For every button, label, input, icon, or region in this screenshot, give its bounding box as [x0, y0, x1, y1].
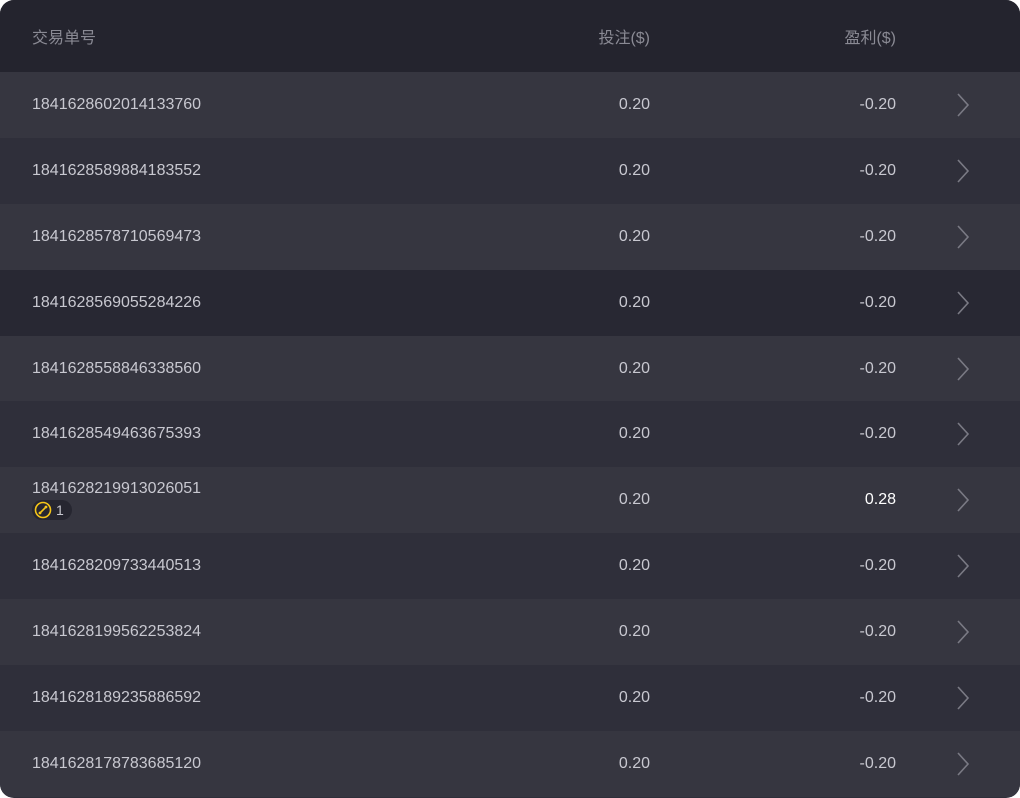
header-profit: 盈利($) [844, 30, 896, 47]
table-row[interactable]: 1841628219913026051 1 0.20 0.28 [0, 467, 1020, 534]
order-id: 1841628549463675393 [32, 425, 202, 443]
profit-amount: -0.20 [859, 95, 896, 113]
order-id-cell: 1841628209733440513 [32, 557, 201, 575]
chevron-right-icon[interactable] [955, 158, 971, 184]
order-id: 1841628569055284226 [32, 293, 202, 311]
table-row[interactable]: 1841628578710569473 0.20 -0.20 [0, 203, 1020, 270]
table-row[interactable]: 1841628189235886592 0.20 -0.20 [0, 665, 1020, 731]
profit-amount: -0.20 [859, 557, 896, 575]
bet-amount: 0.20 [618, 754, 650, 772]
chevron-right-icon[interactable] [955, 487, 971, 513]
order-id: 1841628189235886592 [32, 688, 202, 706]
order-id-cell: 1841628178783685120 [32, 755, 201, 773]
order-id-cell: 1841628219913026051 1 [32, 480, 202, 521]
order-id-cell: 1841628549463675393 [32, 425, 201, 443]
chevron-right-icon[interactable] [955, 685, 971, 711]
profit-amount: -0.20 [859, 227, 896, 245]
order-id-cell: 1841628578710569473 [32, 228, 201, 246]
order-id: 1841628602014133760 [32, 95, 202, 113]
profit-amount: 0.28 [864, 491, 896, 509]
order-id: 1841628589884183552 [32, 161, 202, 179]
chevron-right-icon[interactable] [955, 290, 971, 316]
header-order-no: 交易单号 [32, 30, 97, 47]
table-row[interactable]: 1841628569055284226 0.20 -0.20 [0, 269, 1020, 336]
bet-amount: 0.20 [618, 425, 650, 443]
bet-amount: 0.20 [618, 688, 650, 706]
free-spin-icon [34, 501, 52, 519]
table-row[interactable]: 1841628209733440513 0.20 -0.20 [0, 533, 1020, 600]
profit-amount: -0.20 [859, 359, 896, 377]
chevron-right-icon[interactable] [955, 92, 971, 118]
table-row[interactable]: 1841628178783685120 0.20 -0.20 [0, 730, 1020, 797]
bet-amount: 0.20 [618, 359, 650, 377]
profit-amount: -0.20 [859, 425, 896, 443]
order-id-cell: 1841628602014133760 [32, 96, 201, 114]
table-row[interactable]: 1841628199562253824 0.20 -0.20 [0, 599, 1020, 666]
order-id-cell: 1841628189235886592 [32, 689, 201, 707]
profit-amount: -0.20 [859, 623, 896, 641]
profit-amount: -0.20 [859, 754, 896, 772]
bet-amount: 0.20 [618, 227, 650, 245]
table-header: 交易单号 投注($) 盈利($) [0, 0, 1020, 72]
profit-amount: -0.20 [859, 293, 896, 311]
chevron-right-icon[interactable] [955, 356, 971, 382]
bet-amount: 0.20 [618, 623, 650, 641]
order-id: 1841628558846338560 [32, 359, 202, 377]
order-id-cell: 1841628589884183552 [32, 162, 201, 180]
chevron-right-icon[interactable] [955, 224, 971, 250]
order-id: 1841628178783685120 [32, 754, 202, 772]
header-bet: 投注($) [598, 30, 650, 47]
order-id-cell: 1841628558846338560 [32, 360, 201, 378]
order-id: 1841628209733440513 [32, 557, 202, 575]
order-id-cell: 1841628199562253824 [32, 623, 201, 641]
table-row[interactable]: 1841628589884183552 0.20 -0.20 [0, 137, 1020, 204]
table-row[interactable]: 1841628558846338560 0.20 -0.20 [0, 335, 1020, 402]
bet-amount: 0.20 [618, 491, 650, 509]
chevron-right-icon[interactable] [955, 619, 971, 645]
order-id: 1841628199562253824 [32, 623, 202, 641]
table-row[interactable]: 1841628602014133760 0.20 -0.20 [0, 72, 1020, 138]
profit-amount: -0.20 [859, 688, 896, 706]
order-id: 1841628578710569473 [32, 227, 202, 245]
order-id: 1841628219913026051 [32, 480, 202, 498]
profit-amount: -0.20 [859, 161, 896, 179]
bet-amount: 0.20 [618, 161, 650, 179]
chevron-right-icon[interactable] [955, 421, 971, 447]
chevron-right-icon[interactable] [955, 751, 971, 777]
bet-amount: 0.20 [618, 557, 650, 575]
chevron-right-icon[interactable] [955, 553, 971, 579]
bet-amount: 0.20 [618, 95, 650, 113]
bet-amount: 0.20 [618, 293, 650, 311]
table-row[interactable]: 1841628549463675393 0.20 -0.20 [0, 401, 1020, 468]
order-id-cell: 1841628569055284226 [32, 294, 201, 312]
badge-count: 1 [56, 502, 64, 519]
free-spin-badge: 1 [32, 500, 72, 521]
